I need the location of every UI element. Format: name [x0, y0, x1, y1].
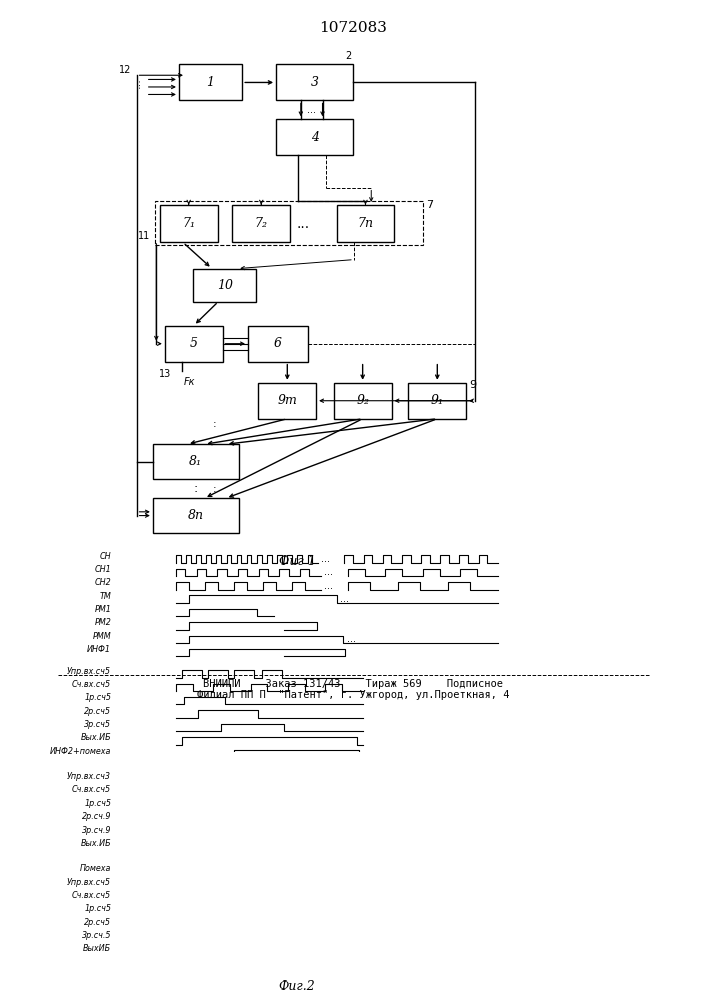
- Text: Сч.вх.сч5: Сч.вх.сч5: [72, 785, 111, 794]
- Text: 3: 3: [311, 76, 319, 89]
- Text: СН1: СН1: [95, 565, 111, 574]
- Text: Вых.ИБ: Вых.ИБ: [81, 733, 111, 742]
- Text: ...: ...: [325, 581, 334, 591]
- Text: :: :: [194, 482, 198, 495]
- Text: 3р.сч.5: 3р.сч.5: [82, 931, 111, 940]
- Bar: [233, 205, 290, 242]
- Text: Сч.вх.сч5: Сч.вх.сч5: [72, 680, 111, 689]
- Text: Упр.вх.сч5: Упр.вх.сч5: [67, 667, 111, 676]
- Bar: [193, 269, 257, 302]
- Text: 2р.сч5: 2р.сч5: [84, 707, 111, 716]
- Text: 2р.сч.9: 2р.сч.9: [82, 812, 111, 821]
- Text: 5: 5: [189, 337, 198, 350]
- Text: 9m: 9m: [277, 394, 297, 407]
- Text: РМ1: РМ1: [94, 605, 111, 614]
- Text: 9₁: 9₁: [431, 394, 444, 407]
- Text: 2р.сч5: 2р.сч5: [84, 918, 111, 927]
- Text: 7₂: 7₂: [255, 217, 268, 230]
- Text: Филиал ПП П  "Патент", г. Ужгород, ул.Проеткная, 4: Филиал ПП П "Патент", г. Ужгород, ул.Про…: [197, 690, 510, 700]
- Text: Вых.ИБ: Вых.ИБ: [81, 839, 111, 848]
- Text: 1072083: 1072083: [320, 21, 387, 35]
- Text: Fк: Fк: [184, 377, 195, 387]
- Text: 10: 10: [216, 279, 233, 292]
- Bar: [259, 383, 316, 419]
- Text: 11: 11: [139, 231, 151, 241]
- Text: Фиг.2: Фиг.2: [279, 980, 315, 993]
- Text: :: :: [213, 484, 216, 494]
- Text: Фиг 1: Фиг 1: [279, 555, 315, 568]
- Text: ИНФ2+помеха: ИНФ2+помеха: [50, 747, 111, 756]
- Text: 3р.сч.9: 3р.сч.9: [82, 826, 111, 835]
- Text: Помеха: Помеха: [80, 864, 111, 873]
- Bar: [337, 205, 395, 242]
- Text: ...: ...: [321, 554, 330, 564]
- Text: ИНФ1: ИНФ1: [87, 645, 111, 654]
- Text: ...: ...: [307, 105, 316, 115]
- Bar: [179, 64, 243, 100]
- Text: 3р.сч5: 3р.сч5: [84, 720, 111, 729]
- Bar: [276, 119, 354, 155]
- Text: 1р.сч5: 1р.сч5: [84, 693, 111, 702]
- Text: 1р.сч5: 1р.сч5: [84, 799, 111, 808]
- Text: 4: 4: [311, 131, 319, 144]
- Text: 13: 13: [159, 369, 172, 379]
- Bar: [334, 383, 392, 419]
- Text: 7: 7: [426, 200, 433, 210]
- Text: 1р.сч5: 1р.сч5: [84, 904, 111, 913]
- Text: 8₁: 8₁: [189, 455, 202, 468]
- Text: ВНИИПИ    Заказ 131/43    Тираж 569    Подписное: ВНИИПИ Заказ 131/43 Тираж 569 Подписное: [204, 679, 503, 689]
- Text: 7₁: 7₁: [182, 217, 195, 230]
- Text: ТМ: ТМ: [100, 592, 111, 601]
- Bar: [165, 326, 223, 362]
- Text: 8n: 8n: [188, 509, 204, 522]
- Text: СН2: СН2: [95, 578, 111, 587]
- Text: 9: 9: [469, 380, 477, 390]
- Text: 7n: 7n: [358, 217, 373, 230]
- Text: 9₂: 9₂: [356, 394, 369, 407]
- Text: ...: ...: [132, 77, 142, 88]
- Bar: [153, 498, 239, 533]
- Text: :: :: [213, 419, 216, 429]
- Text: ...: ...: [341, 594, 349, 604]
- Bar: [276, 64, 354, 100]
- Text: ВыхИБ: ВыхИБ: [83, 944, 111, 953]
- Bar: [160, 205, 218, 242]
- Text: 1: 1: [206, 76, 214, 89]
- Bar: [153, 444, 239, 479]
- Text: Упр.вх.сч3: Упр.вх.сч3: [67, 772, 111, 781]
- Text: РМ2: РМ2: [94, 618, 111, 627]
- Text: ...: ...: [296, 217, 310, 231]
- Text: 6: 6: [274, 337, 282, 350]
- Text: 2: 2: [345, 51, 351, 61]
- Text: ...: ...: [347, 634, 356, 644]
- Bar: [409, 383, 466, 419]
- Text: 12: 12: [119, 65, 131, 75]
- Text: Упр.вх.сч5: Упр.вх.сч5: [67, 878, 111, 887]
- Text: ...: ...: [325, 567, 334, 577]
- Bar: [155, 201, 423, 245]
- Text: СН: СН: [100, 552, 111, 561]
- Bar: [248, 326, 308, 362]
- Text: РММ: РММ: [93, 632, 111, 641]
- Text: Сч.вх.сч5: Сч.вх.сч5: [72, 891, 111, 900]
